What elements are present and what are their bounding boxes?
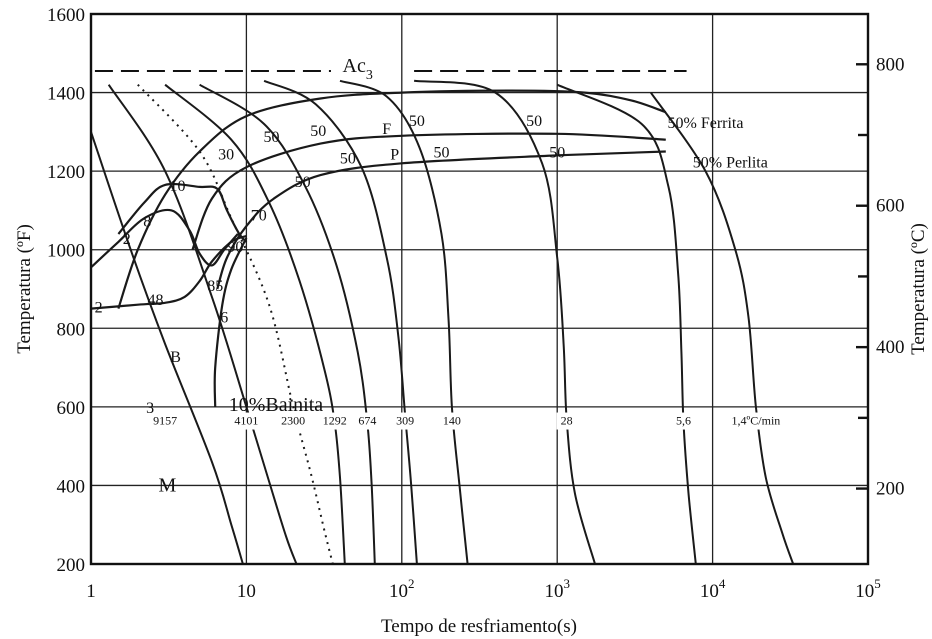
cooling-rate-label: 2300 <box>281 414 305 428</box>
grid-lines <box>91 14 868 564</box>
annotation-label: 10%Bainita <box>229 394 324 416</box>
annotation-label: 10 <box>169 178 185 195</box>
cooling-rate-label-bg <box>391 412 419 430</box>
y-tick-label-f: 1000 <box>47 241 85 262</box>
annotation-label: 3 <box>146 400 154 417</box>
annotation-label: 90 <box>227 239 243 256</box>
cooling-rate-label-bg <box>353 412 381 430</box>
transformation-curve <box>216 150 666 290</box>
y-tick-label-c: 200 <box>876 479 905 500</box>
cooling-rate-label-bg <box>276 412 311 430</box>
cooling-curve <box>413 79 596 565</box>
cooling-rate-label: 5,6 <box>676 414 691 428</box>
annotation-label: 2 <box>123 231 131 248</box>
y-tick-label-f: 200 <box>57 555 86 576</box>
y-tick-label-f: 400 <box>57 476 86 497</box>
cooling-rate-label: 674 <box>358 414 376 428</box>
annotation-label: 50 <box>433 145 449 162</box>
annotation-label: 50% Ferrita <box>667 115 743 132</box>
cooling-rate-label: 309 <box>396 414 414 428</box>
annotation-label: 50% Perlita <box>693 154 768 171</box>
cooling-rate-label-bg <box>317 412 352 430</box>
cooling-rate-label: 1,4ºC/min <box>732 414 781 428</box>
plot-frame <box>89 12 870 566</box>
cooling-curve <box>137 84 334 565</box>
transformation-curve <box>117 182 248 243</box>
transformation-curve <box>90 234 247 310</box>
y-axis-label-left: Temperatura (ºF) <box>14 224 35 354</box>
annotation-label: 50 <box>263 129 279 146</box>
y-tick-label-c: 600 <box>876 196 905 217</box>
cooling-rate-label-bg <box>438 412 466 430</box>
y-axis-label-right: Temperatura (ºC) <box>908 223 929 355</box>
ac3-label: Ac3 <box>343 55 373 83</box>
transformation-curve <box>213 237 248 407</box>
cooling-rate-label-bg <box>556 412 577 430</box>
x-tick-label: 10 <box>237 581 256 602</box>
cooling-curve <box>556 83 697 565</box>
annotation-label: 70 <box>251 207 267 224</box>
y-tick-label-f: 1200 <box>47 162 85 183</box>
annotation-label: 2 <box>95 300 103 317</box>
annotation-label: M <box>158 474 176 496</box>
annotation-label: 50 <box>409 113 425 130</box>
annotation-label: 30 <box>218 146 234 163</box>
annotation-label: 50 <box>295 174 311 191</box>
cooling-rate-label: 9157 <box>153 414 177 428</box>
x-tick-label: 105 <box>855 576 881 602</box>
cooling-rate-label-bg <box>148 412 183 430</box>
cooling-curve <box>90 131 244 565</box>
x-tick-label: 104 <box>700 576 726 602</box>
annotation-label: 50 <box>526 113 542 130</box>
annotation-label: 6 <box>220 310 228 327</box>
y-tick-label-f: 800 <box>57 319 86 340</box>
cooling-rate-label-bg <box>670 412 698 430</box>
x-tick-label: 102 <box>389 576 415 602</box>
cooling-rate-label: 140 <box>443 414 461 428</box>
cooling-curve <box>164 83 346 565</box>
cooling-rate-label: 1292 <box>323 414 347 428</box>
annotation-label: 85 <box>207 278 223 295</box>
transformation-curve <box>117 89 667 309</box>
annotation-label: F <box>382 121 391 138</box>
cooling-rate-label-bg <box>229 412 264 430</box>
cooling-curve <box>199 83 376 565</box>
cooling-rate-label: 28 <box>561 414 573 428</box>
cooling-rate-label-bg <box>721 412 791 430</box>
cooling-curve <box>339 79 469 565</box>
y-tick-label-f: 600 <box>57 398 86 419</box>
x-tick-label: 1 <box>86 581 96 602</box>
cooling-curve <box>107 84 298 565</box>
annotation-label: 50 <box>549 145 565 162</box>
annotation-label: 50 <box>340 150 356 167</box>
chart-curves <box>90 69 795 565</box>
annotation-label: 48 <box>147 292 163 309</box>
y-tick-label-c: 400 <box>876 337 905 358</box>
y-tick-label-f: 1600 <box>47 5 85 26</box>
annotation-label: B <box>170 349 181 366</box>
cooling-curve <box>263 79 418 565</box>
axis-ticks: 200 400 600 800 1000 1200 1400 1600 200 400 600 800… <box>47 5 905 602</box>
x-axis-label: Tempo de resfriamento(s) <box>381 616 577 637</box>
cooling-rate-label: 4101 <box>234 414 258 428</box>
transformation-curve <box>90 208 239 269</box>
y-tick-label-c: 800 <box>876 54 905 75</box>
cooling-curve <box>649 92 795 565</box>
annotation-label: P <box>390 146 399 163</box>
annotation-label: 8 <box>143 213 151 230</box>
transformation-curve <box>191 132 666 251</box>
y-tick-label-f: 1400 <box>47 84 85 105</box>
x-tick-label: 103 <box>544 576 570 602</box>
annotation-label: 50 <box>310 123 326 140</box>
